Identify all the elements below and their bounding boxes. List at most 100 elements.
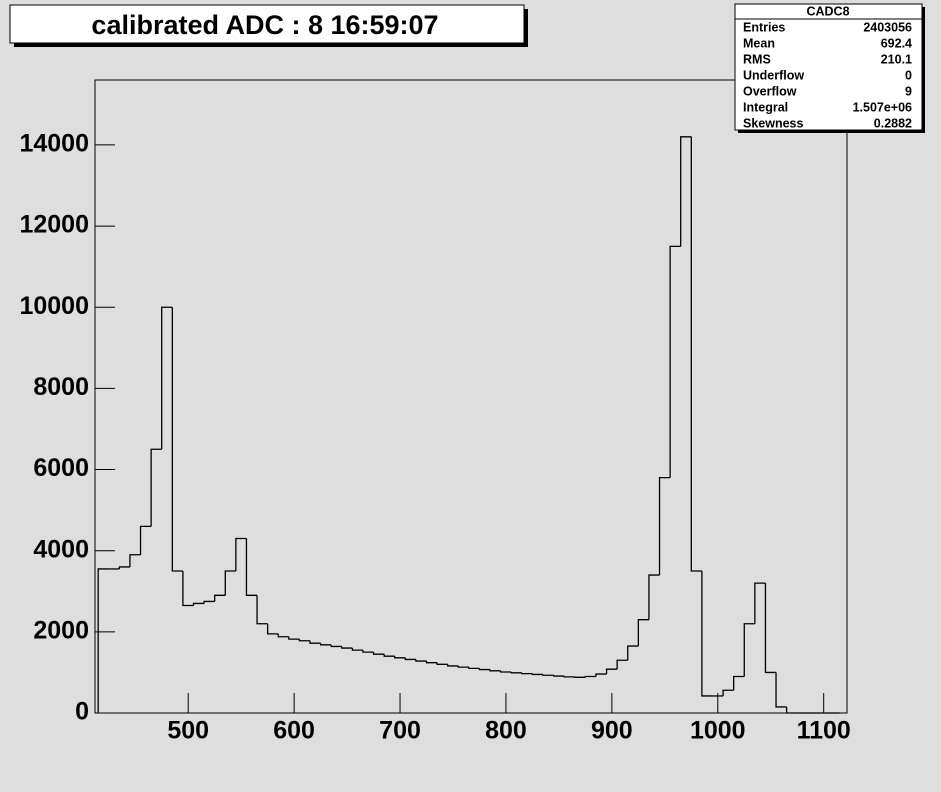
x-tick-label: 900 [591,717,633,745]
y-tick-label: 12000 [19,211,89,239]
y-tick-label: 6000 [33,454,89,482]
histogram-bin [245,538,258,596]
histogram-bin [764,583,777,674]
histogram-bin [394,656,406,659]
histogram-bin [521,672,533,675]
histogram-bin [362,650,374,653]
histogram-bin [118,566,130,569]
x-tick-label: 1100 [797,717,851,745]
histogram-bin [224,570,236,596]
histogram-bin [637,619,649,647]
stats-label: Mean [743,36,775,50]
histogram-bin [404,657,416,661]
histogram-bin [330,644,342,648]
histogram-bin [161,306,173,450]
histogram-bin [531,673,544,676]
histogram-bin [277,633,289,638]
histogram-bin [743,623,755,677]
histogram-bin [214,594,226,602]
histogram-bin [319,643,332,646]
stats-label: Underflow [743,68,804,82]
stats-label: Entries [743,20,785,34]
histogram-bin [192,602,205,606]
histogram-bin [266,623,279,635]
histogram-bin [256,595,268,625]
histogram-bin [775,672,787,708]
histogram-bin [542,674,554,676]
x-tick-label: 1000 [690,717,746,745]
histogram-bin [372,652,385,655]
stats-value: 1.507e+06 [853,100,912,114]
histogram-bin [701,570,713,697]
histogram-bin [500,670,512,673]
histogram-bin [425,661,438,664]
histogram-bin [351,648,363,651]
histogram-bin [616,659,628,670]
plot: 0 2000 4000 6000 8000 10000 12000 14000 500 600 70… [19,130,850,745]
y-tick-label: 4000 [33,535,89,563]
histogram-bin [510,672,522,674]
histogram-bin [669,245,681,478]
y-tick-label: 14000 [19,130,89,158]
histogram-bin [627,645,639,661]
histogram-bin [584,675,596,678]
histogram-bin [150,448,162,527]
histogram-bin [722,689,734,696]
histogram-bin [171,307,183,572]
stats-box [734,3,923,131]
histogram-bin [97,568,109,713]
stats-value: 210.1 [881,52,912,66]
histogram-bin [235,537,247,571]
histogram-bin [648,574,660,620]
histogram-bin [298,639,311,642]
histogram-bin [457,665,469,668]
histogram-bin [383,654,395,657]
stats-value: 0.2882 [874,116,912,130]
plot-frame [94,79,848,714]
histogram-bin [563,676,575,678]
histogram-bin [785,706,798,714]
stats-title: CADC8 [806,4,849,18]
histogram-bin [139,525,152,555]
y-tick-label: 2000 [33,616,89,644]
y-tick-label: 10000 [19,292,89,320]
stats-label: Skewness [743,116,804,130]
stats-label: Overflow [743,84,797,98]
histogram-bin [447,664,459,667]
stats-rows: Entries 2403056 Mean 692.4 RMS 210.1 Underflow… [743,20,912,130]
histogram-bin [478,668,491,671]
x-tick-label: 500 [167,717,209,745]
x-tick-label: 700 [379,717,421,745]
histogram-bin [341,646,353,649]
histogram-bin [203,600,215,604]
y-tick-label: 8000 [33,373,89,401]
title-box [9,4,525,44]
histogram-bin [288,636,300,640]
histogram-bin [595,673,607,677]
stats-value: 9 [905,84,912,98]
y-tick-label: 0 [75,698,89,726]
stats-label: Integral [743,100,788,114]
histogram-bin [658,477,671,576]
x-tick-label: 800 [485,717,527,745]
histogram-bin [680,136,692,247]
stats-value: 692.4 [881,36,912,50]
stats-label: RMS [743,52,771,66]
histogram-bin [489,669,501,672]
stats-value: 0 [905,68,912,82]
chart-title: calibrated ADC : 8 16:59:07 [91,10,438,40]
histogram-bin [605,668,618,675]
stats-value: 2403056 [863,20,912,34]
histogram-bin [468,667,480,670]
histogram-bin [436,662,448,665]
histogram-bin [552,675,565,677]
histogram-bin [690,136,702,572]
x-tick-label: 600 [273,717,315,745]
histogram-bin [309,640,321,644]
histogram-bin [733,675,745,691]
histogram-bin [182,570,194,607]
histogram-bin [754,582,766,624]
histogram-bin [129,554,141,567]
